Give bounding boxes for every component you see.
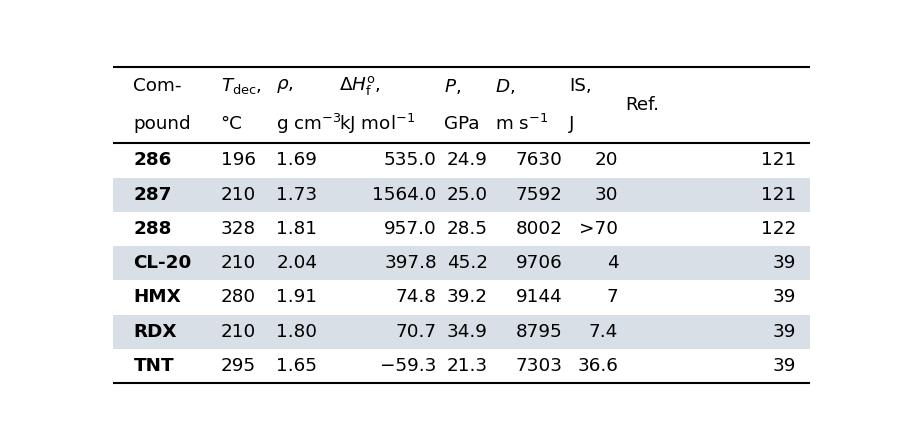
Text: RDX: RDX [133, 323, 177, 341]
Text: $P$,: $P$, [444, 77, 461, 96]
Text: 7: 7 [607, 289, 618, 306]
Text: 74.8: 74.8 [396, 289, 436, 306]
Text: m s$^{-1}$: m s$^{-1}$ [495, 114, 548, 134]
Text: 280: 280 [220, 289, 256, 306]
Text: 328: 328 [220, 220, 256, 238]
Text: 9144: 9144 [516, 289, 562, 306]
Text: 1.73: 1.73 [276, 186, 318, 204]
Text: 39: 39 [773, 289, 796, 306]
Text: 1.91: 1.91 [276, 289, 318, 306]
Text: TNT: TNT [133, 357, 174, 375]
Text: pound: pound [133, 114, 191, 133]
Text: 39.2: 39.2 [446, 289, 488, 306]
Text: 535.0: 535.0 [384, 151, 436, 169]
Text: 121: 121 [760, 186, 796, 204]
Text: 1.80: 1.80 [276, 323, 318, 341]
Text: −59.3: −59.3 [381, 357, 436, 375]
Text: $\rho$,: $\rho$, [276, 77, 294, 95]
Text: 288: 288 [133, 220, 172, 238]
Text: Com-: Com- [133, 77, 182, 95]
Text: 39: 39 [773, 357, 796, 375]
Text: 21.3: 21.3 [446, 357, 488, 375]
Text: 286: 286 [133, 151, 172, 169]
Bar [112, 178, 810, 212]
Text: 7592: 7592 [516, 186, 562, 204]
Text: kJ mol$^{-1}$: kJ mol$^{-1}$ [339, 112, 415, 136]
Text: 25.0: 25.0 [446, 186, 488, 204]
Text: 210: 210 [220, 254, 256, 272]
Text: 397.8: 397.8 [384, 254, 436, 272]
Text: 957.0: 957.0 [384, 220, 436, 238]
Text: 210: 210 [220, 323, 256, 341]
Text: Ref.: Ref. [626, 96, 659, 114]
Text: 7.4: 7.4 [589, 323, 618, 341]
Text: 30: 30 [595, 186, 618, 204]
Text: $T_\mathregular{dec}$,: $T_\mathregular{dec}$, [220, 76, 262, 96]
Text: GPa: GPa [444, 114, 480, 133]
Text: 1.65: 1.65 [276, 357, 318, 375]
Text: 287: 287 [133, 186, 172, 204]
Text: 28.5: 28.5 [446, 220, 488, 238]
Text: °C: °C [220, 114, 242, 133]
Text: 121: 121 [760, 151, 796, 169]
Bar [112, 315, 810, 349]
Text: 34.9: 34.9 [447, 323, 488, 341]
Text: 122: 122 [760, 220, 796, 238]
Text: IS,: IS, [570, 77, 592, 95]
Text: $\Delta H^\mathregular{o}_\mathregular{f}$,: $\Delta H^\mathregular{o}_\mathregular{f… [339, 75, 382, 98]
Text: 295: 295 [220, 357, 256, 375]
Text: 7303: 7303 [516, 357, 562, 375]
Text: 70.7: 70.7 [396, 323, 436, 341]
Text: 210: 210 [220, 186, 256, 204]
Text: 196: 196 [220, 151, 256, 169]
Text: 1564.0: 1564.0 [373, 186, 436, 204]
Text: J: J [570, 114, 575, 133]
Text: 8795: 8795 [516, 323, 562, 341]
Text: 1.69: 1.69 [276, 151, 318, 169]
Text: 8002: 8002 [516, 220, 562, 238]
Text: 9706: 9706 [516, 254, 562, 272]
Text: 45.2: 45.2 [446, 254, 488, 272]
Text: 36.6: 36.6 [577, 357, 618, 375]
Text: g cm$^{-3}$: g cm$^{-3}$ [276, 112, 342, 136]
Text: HMX: HMX [133, 289, 181, 306]
Text: 24.9: 24.9 [447, 151, 488, 169]
Text: $D$,: $D$, [495, 77, 515, 96]
Text: CL-20: CL-20 [133, 254, 192, 272]
Text: 39: 39 [773, 323, 796, 341]
Text: 20: 20 [595, 151, 618, 169]
Text: >70: >70 [580, 220, 618, 238]
Bar [112, 246, 810, 280]
Text: 4: 4 [607, 254, 618, 272]
Text: 1.81: 1.81 [276, 220, 318, 238]
Text: 39: 39 [773, 254, 796, 272]
Text: 7630: 7630 [516, 151, 562, 169]
Text: 2.04: 2.04 [276, 254, 318, 272]
